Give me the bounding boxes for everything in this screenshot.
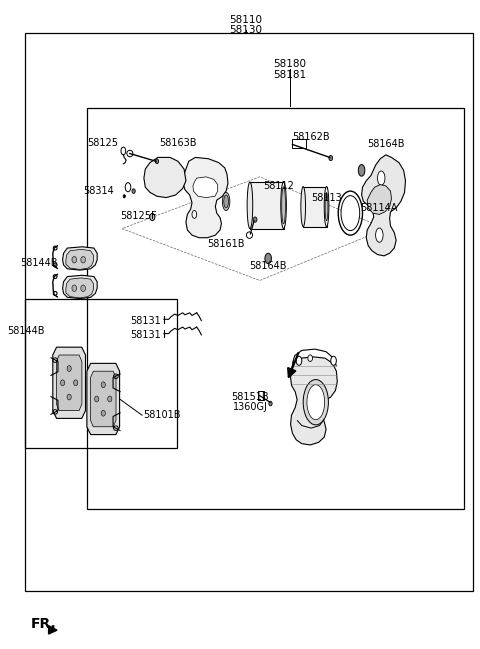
Bar xyxy=(25,33,473,591)
Text: 58125F: 58125F xyxy=(120,211,156,221)
Ellipse shape xyxy=(301,186,306,227)
Text: 58110: 58110 xyxy=(229,15,262,25)
Ellipse shape xyxy=(192,210,197,218)
Polygon shape xyxy=(62,247,97,270)
Bar xyxy=(303,186,326,227)
Text: 58144B: 58144B xyxy=(21,258,58,268)
Text: 58162B: 58162B xyxy=(292,132,330,141)
Text: 58163B: 58163B xyxy=(159,138,197,148)
Text: 58314: 58314 xyxy=(83,186,114,196)
Text: FR.: FR. xyxy=(31,617,57,631)
Ellipse shape xyxy=(125,182,131,191)
Ellipse shape xyxy=(127,151,133,157)
Text: 58180: 58180 xyxy=(274,59,307,69)
Ellipse shape xyxy=(303,380,328,425)
Ellipse shape xyxy=(123,195,125,198)
Ellipse shape xyxy=(296,356,302,365)
Ellipse shape xyxy=(81,256,85,263)
Bar xyxy=(250,182,284,228)
Ellipse shape xyxy=(73,380,78,386)
Polygon shape xyxy=(66,249,94,269)
Ellipse shape xyxy=(72,256,77,263)
Ellipse shape xyxy=(95,396,99,402)
Ellipse shape xyxy=(222,192,230,210)
Ellipse shape xyxy=(253,217,257,222)
Ellipse shape xyxy=(265,253,271,263)
Text: 1360GJ: 1360GJ xyxy=(233,402,268,412)
Ellipse shape xyxy=(282,187,286,224)
Polygon shape xyxy=(91,371,116,427)
Polygon shape xyxy=(48,626,57,634)
Ellipse shape xyxy=(101,410,105,416)
Bar xyxy=(87,108,464,509)
Polygon shape xyxy=(367,184,392,214)
Ellipse shape xyxy=(331,356,336,365)
Polygon shape xyxy=(193,177,218,197)
Ellipse shape xyxy=(269,401,272,406)
Text: 58113: 58113 xyxy=(311,193,342,202)
Bar xyxy=(25,299,177,448)
Ellipse shape xyxy=(132,189,135,193)
Polygon shape xyxy=(56,355,82,411)
Text: 58125: 58125 xyxy=(88,138,119,148)
Ellipse shape xyxy=(341,195,360,230)
Ellipse shape xyxy=(324,186,329,227)
Ellipse shape xyxy=(281,182,287,228)
Ellipse shape xyxy=(307,385,324,420)
Ellipse shape xyxy=(246,232,252,238)
Text: 58164B: 58164B xyxy=(250,261,287,271)
Text: 58101B: 58101B xyxy=(143,410,180,420)
Ellipse shape xyxy=(101,382,105,387)
Ellipse shape xyxy=(358,165,365,176)
Ellipse shape xyxy=(247,182,253,228)
Ellipse shape xyxy=(121,147,126,155)
Polygon shape xyxy=(361,155,406,256)
Text: 58130: 58130 xyxy=(229,25,262,35)
Bar xyxy=(291,140,306,149)
Ellipse shape xyxy=(308,355,312,361)
Text: 58114A: 58114A xyxy=(360,203,397,213)
Text: 58112: 58112 xyxy=(264,181,294,191)
Text: 58131: 58131 xyxy=(130,315,161,326)
Ellipse shape xyxy=(108,396,112,402)
Text: 58131: 58131 xyxy=(130,330,161,340)
Ellipse shape xyxy=(329,156,333,161)
Ellipse shape xyxy=(224,195,228,208)
Polygon shape xyxy=(53,347,85,419)
Text: 58144B: 58144B xyxy=(7,326,45,336)
Polygon shape xyxy=(183,158,228,238)
Polygon shape xyxy=(66,278,94,298)
Text: 58164B: 58164B xyxy=(367,140,405,149)
Polygon shape xyxy=(290,357,337,445)
Ellipse shape xyxy=(325,193,328,221)
Ellipse shape xyxy=(67,394,71,400)
Ellipse shape xyxy=(67,365,71,371)
Ellipse shape xyxy=(150,214,155,221)
Text: 58161B: 58161B xyxy=(207,239,245,249)
Ellipse shape xyxy=(60,380,65,386)
Ellipse shape xyxy=(375,228,383,242)
Ellipse shape xyxy=(377,171,385,185)
Ellipse shape xyxy=(81,285,85,291)
Polygon shape xyxy=(87,363,120,435)
Text: 58151B: 58151B xyxy=(231,392,269,402)
Ellipse shape xyxy=(72,285,77,291)
Polygon shape xyxy=(144,158,186,197)
Ellipse shape xyxy=(156,159,158,164)
Polygon shape xyxy=(62,275,97,299)
Bar xyxy=(258,391,264,400)
Text: 58181: 58181 xyxy=(274,70,307,80)
